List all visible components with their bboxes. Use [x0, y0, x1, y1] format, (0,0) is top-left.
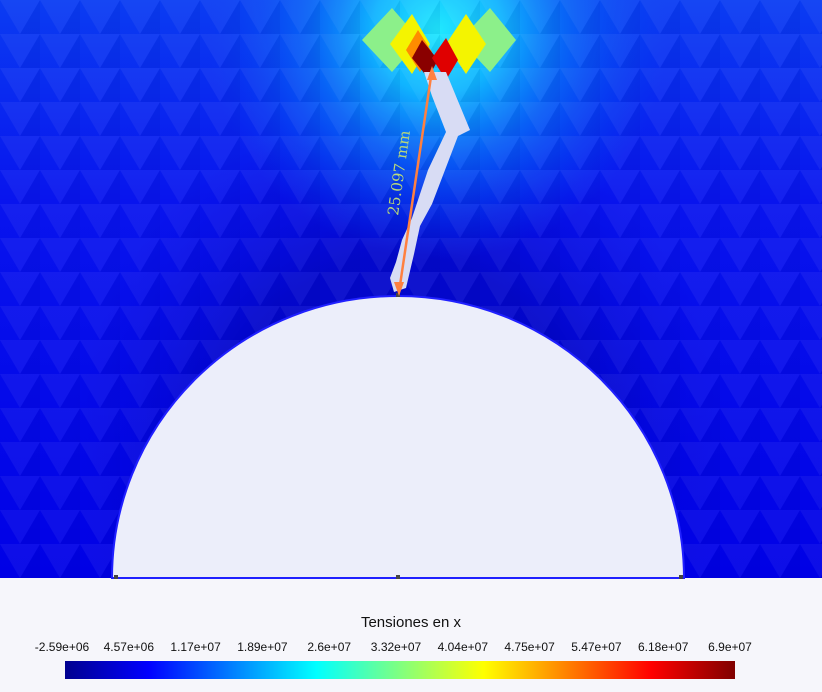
stress-element-red: [432, 38, 458, 80]
legend-colorbar: [65, 661, 735, 679]
measurement-line: [397, 69, 434, 293]
stress-concentration: [362, 8, 516, 80]
geometry-vertex-marker: [114, 575, 118, 579]
legend-tick-label: 1.17e+07: [170, 640, 221, 654]
legend-tick-label: -2.59e+06: [34, 640, 90, 654]
geometry-vertex-marker: [396, 293, 400, 297]
stress-field-plot[interactable]: 25.097 mm: [0, 0, 822, 580]
hole-boundary: [110, 295, 686, 579]
legend-tick-label: 2.6e+07: [307, 640, 352, 654]
legend-tick-label: 4.57e+06: [103, 640, 154, 654]
legend-tick-labels: -2.59e+06 4.57e+06 1.17e+07 1.89e+07 2.6e+07…: [32, 640, 760, 656]
legend-tick-label: 6.18e+07: [637, 640, 689, 654]
geometry-vertex-marker: [396, 575, 400, 579]
legend-tick-label: 1.89e+07: [237, 640, 288, 654]
crack-path: [390, 72, 470, 292]
legend-title: Tensiones en x: [360, 614, 462, 631]
stress-plot-viewport[interactable]: 25.097 mm: [0, 0, 822, 580]
legend-tick-label: 3.32e+07: [370, 640, 422, 654]
legend-tick-label: 5.47e+07: [571, 640, 622, 654]
arrowhead-top-icon: [427, 66, 437, 80]
legend-tick-label: 4.04e+07: [437, 640, 488, 654]
geometry-vertex-marker: [679, 575, 683, 579]
legend-tick-label: 4.75e+07: [504, 640, 555, 654]
arrowhead-bottom-icon: [394, 282, 404, 296]
legend-tick-label: 6.9e+07: [708, 640, 752, 654]
stress-element-green: [460, 8, 516, 72]
